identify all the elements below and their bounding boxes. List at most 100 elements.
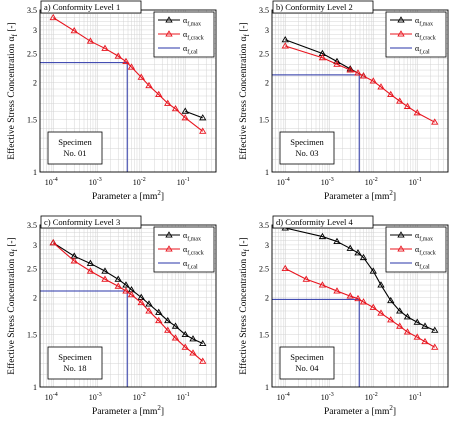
marker-crack bbox=[333, 287, 341, 294]
marker-crack bbox=[413, 333, 421, 340]
marker-crack bbox=[199, 127, 207, 134]
marker-crack bbox=[346, 292, 354, 299]
y-tick-label: 3.5 bbox=[27, 6, 37, 15]
legend-marker-crack bbox=[397, 245, 405, 252]
y-tick-label: 2.5 bbox=[259, 265, 269, 274]
y-tick-label: 1 bbox=[33, 168, 37, 177]
marker-max bbox=[164, 316, 172, 324]
specimen-box bbox=[279, 346, 335, 380]
legend-label: αf,cal bbox=[415, 259, 430, 271]
x-tick-label: 10-3 bbox=[89, 392, 102, 402]
marker-max bbox=[333, 237, 341, 245]
specimen-label: Specimen bbox=[290, 352, 324, 362]
legend-marker-crack bbox=[397, 30, 405, 37]
marker-max bbox=[333, 57, 341, 64]
marker-crack bbox=[333, 60, 341, 67]
marker-crack bbox=[114, 52, 122, 59]
x-axis-label: Parameter a [mm2] bbox=[92, 189, 164, 202]
marker-crack bbox=[137, 298, 145, 306]
chart-panel: c) Conformity Level 3 1 1.5 2 2.5 3 3.5 10-4 10-… bbox=[6, 215, 217, 417]
marker-crack bbox=[122, 287, 130, 294]
y-tick-label: 2.5 bbox=[27, 265, 37, 274]
x-tick-label: 10-3 bbox=[321, 177, 334, 187]
y-tick-label: 1.5 bbox=[27, 331, 37, 340]
marker-max bbox=[155, 308, 163, 315]
legend-marker-max bbox=[397, 231, 405, 238]
y-tick-label: 3.5 bbox=[27, 221, 37, 230]
y-tick-label: 1.5 bbox=[259, 331, 269, 340]
marker-max bbox=[281, 35, 289, 43]
marker-crack bbox=[181, 114, 189, 121]
legend-marker-crack bbox=[165, 245, 173, 252]
marker-crack bbox=[421, 337, 429, 345]
marker-crack bbox=[145, 307, 153, 314]
y-tick-label: 3 bbox=[265, 241, 269, 250]
marker-crack bbox=[49, 239, 57, 246]
marker-crack bbox=[359, 72, 368, 79]
marker-crack bbox=[49, 13, 57, 21]
marker-max bbox=[189, 335, 197, 342]
marker-max bbox=[346, 244, 354, 251]
marker-crack bbox=[164, 326, 172, 333]
panel-title-box bbox=[40, 0, 142, 14]
marker-crack bbox=[189, 349, 197, 356]
specimen-label: No. 03 bbox=[295, 148, 318, 158]
marker-crack bbox=[155, 90, 163, 98]
marker-crack bbox=[86, 37, 95, 44]
marker-max bbox=[181, 330, 189, 338]
chart-panel: a) Conformity Level 1 1 1.5 2 2.5 3 3.5 10-4 10-… bbox=[6, 0, 217, 202]
marker-max bbox=[101, 267, 109, 274]
specimen-label: Specimen bbox=[58, 137, 92, 147]
series-line-crack bbox=[284, 268, 436, 348]
x-tick-label: 10-1 bbox=[409, 177, 422, 187]
marker-crack bbox=[318, 281, 327, 288]
legend-label: αf,crack bbox=[183, 245, 204, 257]
panel-title-box bbox=[272, 215, 374, 229]
chart-panel: b) Conformity Level 2 1 1.5 2 2.5 3 3.5 10-4 10-… bbox=[238, 0, 449, 202]
chart-panel: d) Conformity Level 4 1 1.5 2 2.5 3 3.5 10-4 10-… bbox=[238, 215, 449, 417]
marker-crack bbox=[199, 357, 207, 364]
marker-crack bbox=[377, 83, 385, 90]
y-tick-label: 1 bbox=[265, 168, 269, 177]
y-tick-label: 2.5 bbox=[259, 50, 269, 59]
marker-crack bbox=[377, 309, 385, 316]
marker-max bbox=[114, 275, 122, 282]
marker-max bbox=[403, 313, 412, 320]
marker-crack bbox=[181, 343, 189, 350]
specimen-label: No. 04 bbox=[295, 363, 319, 373]
y-tick-label: 3.5 bbox=[259, 6, 269, 15]
marker-crack bbox=[396, 322, 404, 329]
legend-label: αf,max bbox=[183, 16, 201, 28]
y-axis-label: Effective Stress Concentration αf [-] bbox=[6, 22, 19, 159]
legend-marker-max bbox=[397, 16, 405, 23]
series-line-max bbox=[52, 242, 203, 344]
marker-crack bbox=[359, 298, 368, 305]
legend-marker-crack bbox=[165, 30, 173, 37]
marker-crack bbox=[101, 44, 109, 51]
marker-max bbox=[377, 281, 385, 288]
legend-label: αf,max bbox=[415, 16, 433, 28]
legend-label: αf,crack bbox=[183, 30, 204, 42]
marker-crack bbox=[137, 73, 145, 80]
marker-max bbox=[318, 232, 327, 240]
x-tick-label: 10-4 bbox=[45, 392, 58, 402]
marker-crack bbox=[413, 109, 421, 116]
specimen-label: Specimen bbox=[58, 352, 92, 362]
x-tick-label: 10-1 bbox=[177, 177, 190, 187]
marker-crack bbox=[396, 97, 404, 104]
specimen-label: Specimen bbox=[290, 137, 324, 147]
marker-crack bbox=[171, 334, 180, 341]
marker-max bbox=[369, 267, 377, 274]
y-tick-label: 2.5 bbox=[27, 50, 37, 59]
legend-marker-max bbox=[165, 16, 173, 23]
marker-max bbox=[346, 65, 354, 72]
y-axis-label: Effective Stress Concentration αf [-] bbox=[238, 237, 251, 374]
legend-label: αf,cal bbox=[415, 44, 430, 56]
x-tick-label: 10-4 bbox=[277, 177, 290, 187]
marker-crack bbox=[403, 102, 412, 109]
x-tick-label: 10-2 bbox=[365, 392, 378, 402]
marker-crack bbox=[114, 282, 122, 289]
panel-title: d) Conformity Level 4 bbox=[276, 217, 353, 227]
marker-max bbox=[396, 307, 404, 314]
